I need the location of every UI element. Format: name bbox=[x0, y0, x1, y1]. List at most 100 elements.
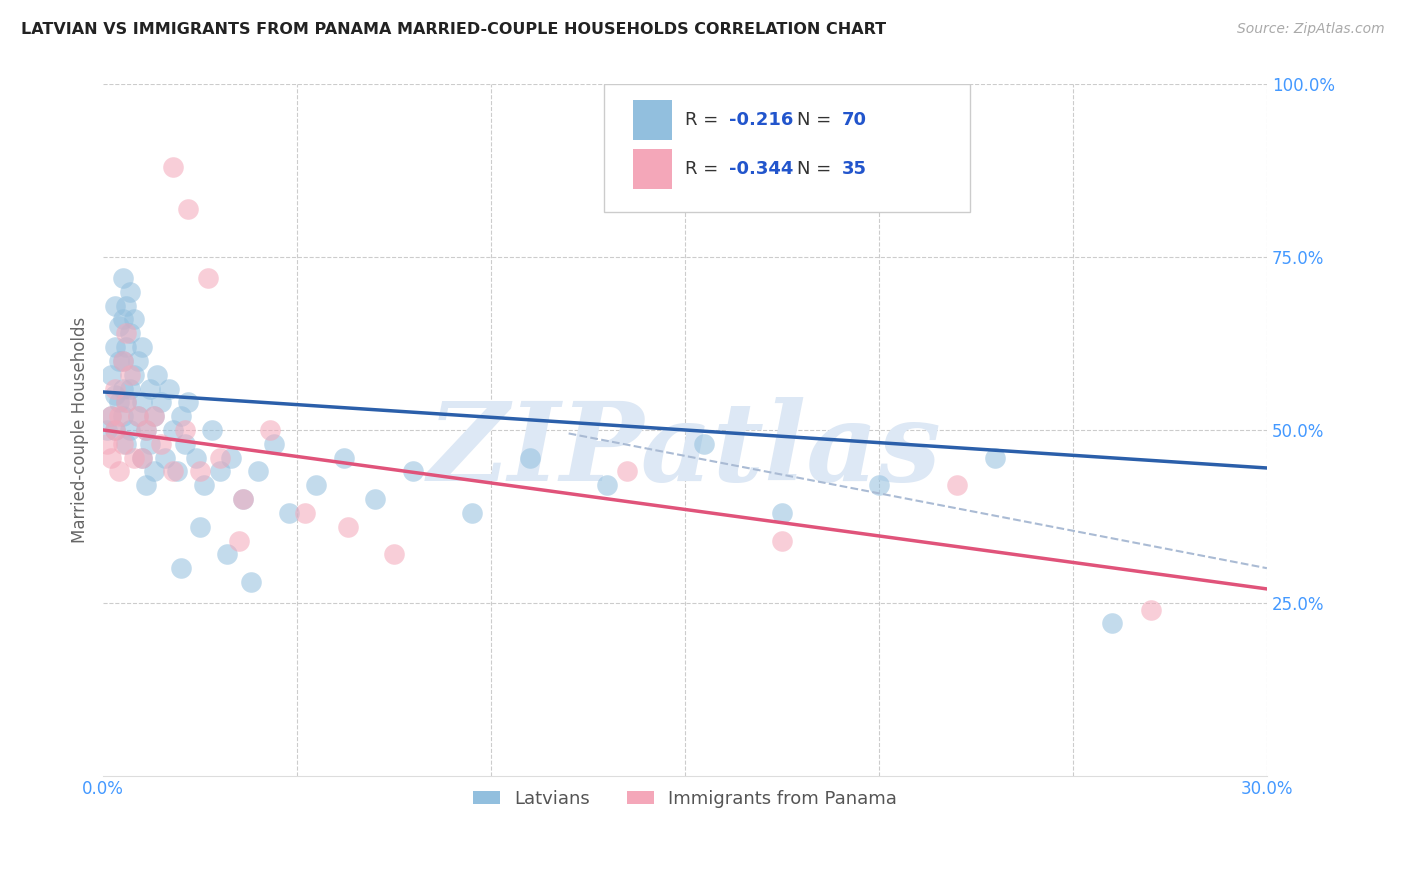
Point bbox=[201, 423, 224, 437]
Point bbox=[208, 450, 231, 465]
Point bbox=[100, 409, 122, 424]
Point bbox=[770, 533, 793, 548]
Point bbox=[104, 423, 127, 437]
Point bbox=[111, 271, 134, 285]
Point bbox=[162, 423, 184, 437]
Point bbox=[162, 161, 184, 175]
Point bbox=[111, 354, 134, 368]
Point bbox=[115, 326, 138, 341]
Point bbox=[150, 395, 173, 409]
Point bbox=[336, 519, 359, 533]
Point bbox=[142, 465, 165, 479]
Text: -0.216: -0.216 bbox=[730, 112, 793, 129]
Point bbox=[111, 312, 134, 326]
Point bbox=[868, 478, 890, 492]
Point bbox=[115, 299, 138, 313]
Point bbox=[104, 382, 127, 396]
Point bbox=[107, 319, 129, 334]
Point bbox=[278, 506, 301, 520]
Point bbox=[107, 395, 129, 409]
Text: LATVIAN VS IMMIGRANTS FROM PANAMA MARRIED-COUPLE HOUSEHOLDS CORRELATION CHART: LATVIAN VS IMMIGRANTS FROM PANAMA MARRIE… bbox=[21, 22, 886, 37]
Point bbox=[247, 465, 270, 479]
Point bbox=[770, 506, 793, 520]
Point bbox=[616, 465, 638, 479]
Point bbox=[945, 478, 967, 492]
Point bbox=[115, 340, 138, 354]
Point bbox=[107, 354, 129, 368]
Y-axis label: Married-couple Households: Married-couple Households bbox=[72, 317, 89, 543]
Point bbox=[166, 465, 188, 479]
Point bbox=[138, 382, 160, 396]
Point bbox=[197, 271, 219, 285]
Point bbox=[120, 368, 142, 382]
Text: R =: R = bbox=[685, 112, 724, 129]
Point bbox=[177, 202, 200, 216]
Text: N =: N = bbox=[797, 112, 837, 129]
Point bbox=[120, 423, 142, 437]
Point bbox=[177, 395, 200, 409]
Point bbox=[217, 547, 239, 561]
Legend: Latvians, Immigrants from Panama: Latvians, Immigrants from Panama bbox=[465, 782, 904, 815]
Point bbox=[111, 437, 134, 451]
Point bbox=[115, 395, 138, 409]
Point bbox=[219, 450, 242, 465]
Point bbox=[460, 506, 482, 520]
Point bbox=[146, 368, 169, 382]
Point bbox=[150, 437, 173, 451]
Point bbox=[122, 312, 145, 326]
Point bbox=[232, 492, 254, 507]
Point bbox=[100, 450, 122, 465]
Point bbox=[170, 561, 193, 575]
Point bbox=[173, 423, 195, 437]
Point bbox=[173, 437, 195, 451]
Point bbox=[104, 388, 127, 402]
Point bbox=[122, 450, 145, 465]
Point bbox=[239, 574, 262, 589]
Point bbox=[693, 437, 716, 451]
Point bbox=[104, 340, 127, 354]
Point bbox=[186, 450, 208, 465]
Point bbox=[305, 478, 328, 492]
Point bbox=[232, 492, 254, 507]
Point bbox=[115, 395, 138, 409]
Point bbox=[120, 326, 142, 341]
Point bbox=[104, 299, 127, 313]
Point bbox=[984, 450, 1007, 465]
FancyBboxPatch shape bbox=[633, 100, 672, 140]
Point bbox=[100, 409, 122, 424]
Point bbox=[107, 465, 129, 479]
Point bbox=[1101, 616, 1123, 631]
Point bbox=[111, 382, 134, 396]
Point bbox=[162, 465, 184, 479]
Point bbox=[120, 382, 142, 396]
Text: ZIPatlas: ZIPatlas bbox=[427, 397, 942, 505]
Point bbox=[259, 423, 281, 437]
Point bbox=[96, 423, 118, 437]
Point bbox=[127, 409, 149, 424]
Point bbox=[193, 478, 215, 492]
Text: Source: ZipAtlas.com: Source: ZipAtlas.com bbox=[1237, 22, 1385, 37]
Text: R =: R = bbox=[685, 160, 724, 178]
Point bbox=[138, 437, 160, 451]
Point bbox=[135, 423, 157, 437]
Point bbox=[96, 437, 118, 451]
Point bbox=[104, 423, 127, 437]
Point bbox=[131, 450, 153, 465]
Point bbox=[115, 437, 138, 451]
Point bbox=[153, 450, 176, 465]
Point bbox=[122, 368, 145, 382]
Point bbox=[135, 423, 157, 437]
Point bbox=[263, 437, 285, 451]
Point bbox=[131, 395, 153, 409]
Point bbox=[188, 519, 211, 533]
Point bbox=[157, 382, 180, 396]
Point bbox=[111, 409, 134, 424]
Point bbox=[127, 409, 149, 424]
Point bbox=[363, 492, 385, 507]
FancyBboxPatch shape bbox=[603, 85, 970, 212]
Point bbox=[111, 354, 134, 368]
Point bbox=[127, 354, 149, 368]
Point bbox=[382, 547, 405, 561]
Point bbox=[100, 368, 122, 382]
Point bbox=[519, 450, 541, 465]
